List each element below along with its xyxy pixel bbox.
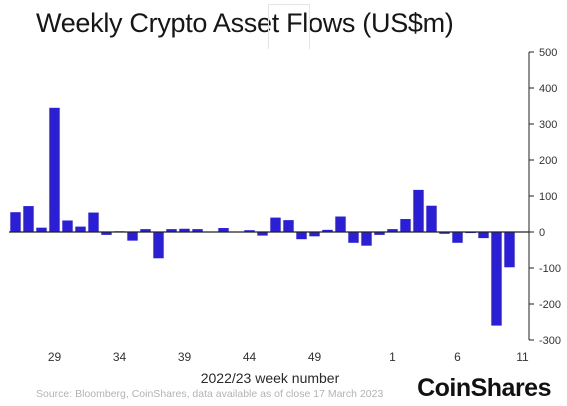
bar-week-31	[75, 226, 86, 232]
bar-week-48	[296, 232, 307, 240]
bar-week-44	[244, 230, 255, 232]
source-note: Source: Bloomberg, CoinShares, data avai…	[36, 388, 384, 400]
bar-week-45	[257, 232, 268, 236]
axis-group	[9, 52, 530, 340]
y-ticks-group: -300 -200 -100 0 100 200 300 400 500	[529, 47, 561, 347]
bar-week-53	[361, 232, 372, 246]
bar-week-46	[270, 217, 281, 232]
bar-week-35	[127, 232, 138, 241]
chart-title: Weekly Crypto Asset Flows (US$m)	[36, 8, 454, 38]
bar-week-54	[374, 232, 385, 235]
bar-week-3	[413, 189, 424, 232]
title-frame	[268, 4, 310, 49]
bar-week-39	[179, 228, 190, 232]
y-tick-label: 400	[539, 83, 557, 95]
bar-week-38	[166, 229, 177, 232]
y-tick-label: 0	[539, 227, 545, 239]
bar-week-32	[88, 212, 99, 232]
bar-week-51	[335, 216, 346, 232]
bars-group	[10, 107, 515, 326]
x-tick-label: 11	[516, 350, 529, 364]
y-tick-label: 500	[539, 47, 557, 59]
bar-week-40	[192, 229, 203, 232]
x-tick-label: 34	[113, 350, 127, 364]
bar-week-10	[504, 232, 515, 268]
bar-week-9	[491, 232, 502, 326]
bar-week-6	[452, 232, 463, 243]
bar-week-26	[10, 212, 21, 232]
bar-week-29	[49, 107, 60, 232]
bar-week-8	[478, 232, 489, 239]
bar-week-28	[36, 227, 47, 232]
bar-week-5	[439, 232, 450, 234]
bar-week-30	[62, 220, 73, 232]
x-tick-label: 6	[454, 350, 461, 364]
bar-week-52	[348, 232, 359, 243]
x-ticks-group: 29 34 39 44 49 1 6 11	[48, 350, 529, 364]
bar-week-4	[426, 205, 437, 232]
y-tick-label: -300	[539, 335, 561, 347]
y-tick-label: 100	[539, 191, 557, 203]
bar-week-42	[218, 228, 229, 232]
bar-week-47	[283, 220, 294, 232]
bar-week-33	[101, 232, 112, 235]
bar-week-1	[387, 229, 398, 232]
y-tick-label: -100	[539, 263, 561, 275]
bar-week-50	[322, 229, 333, 232]
bar-week-27	[23, 206, 34, 232]
y-tick-label: 300	[539, 119, 557, 131]
x-tick-label: 44	[243, 350, 257, 364]
bar-week-2	[400, 219, 411, 232]
x-tick-label: 29	[48, 350, 62, 364]
bar-week-36	[140, 229, 151, 232]
x-tick-label: 39	[178, 350, 192, 364]
brand-logo: CoinShares	[417, 374, 551, 402]
x-tick-label: 1	[389, 350, 396, 364]
y-tick-label: -200	[539, 299, 561, 311]
y-tick-label: 200	[539, 155, 557, 167]
bar-week-49	[309, 232, 320, 237]
x-axis-label: 2022/23 week number	[200, 370, 340, 386]
bar-week-37	[153, 232, 164, 259]
x-tick-label: 49	[308, 350, 322, 364]
